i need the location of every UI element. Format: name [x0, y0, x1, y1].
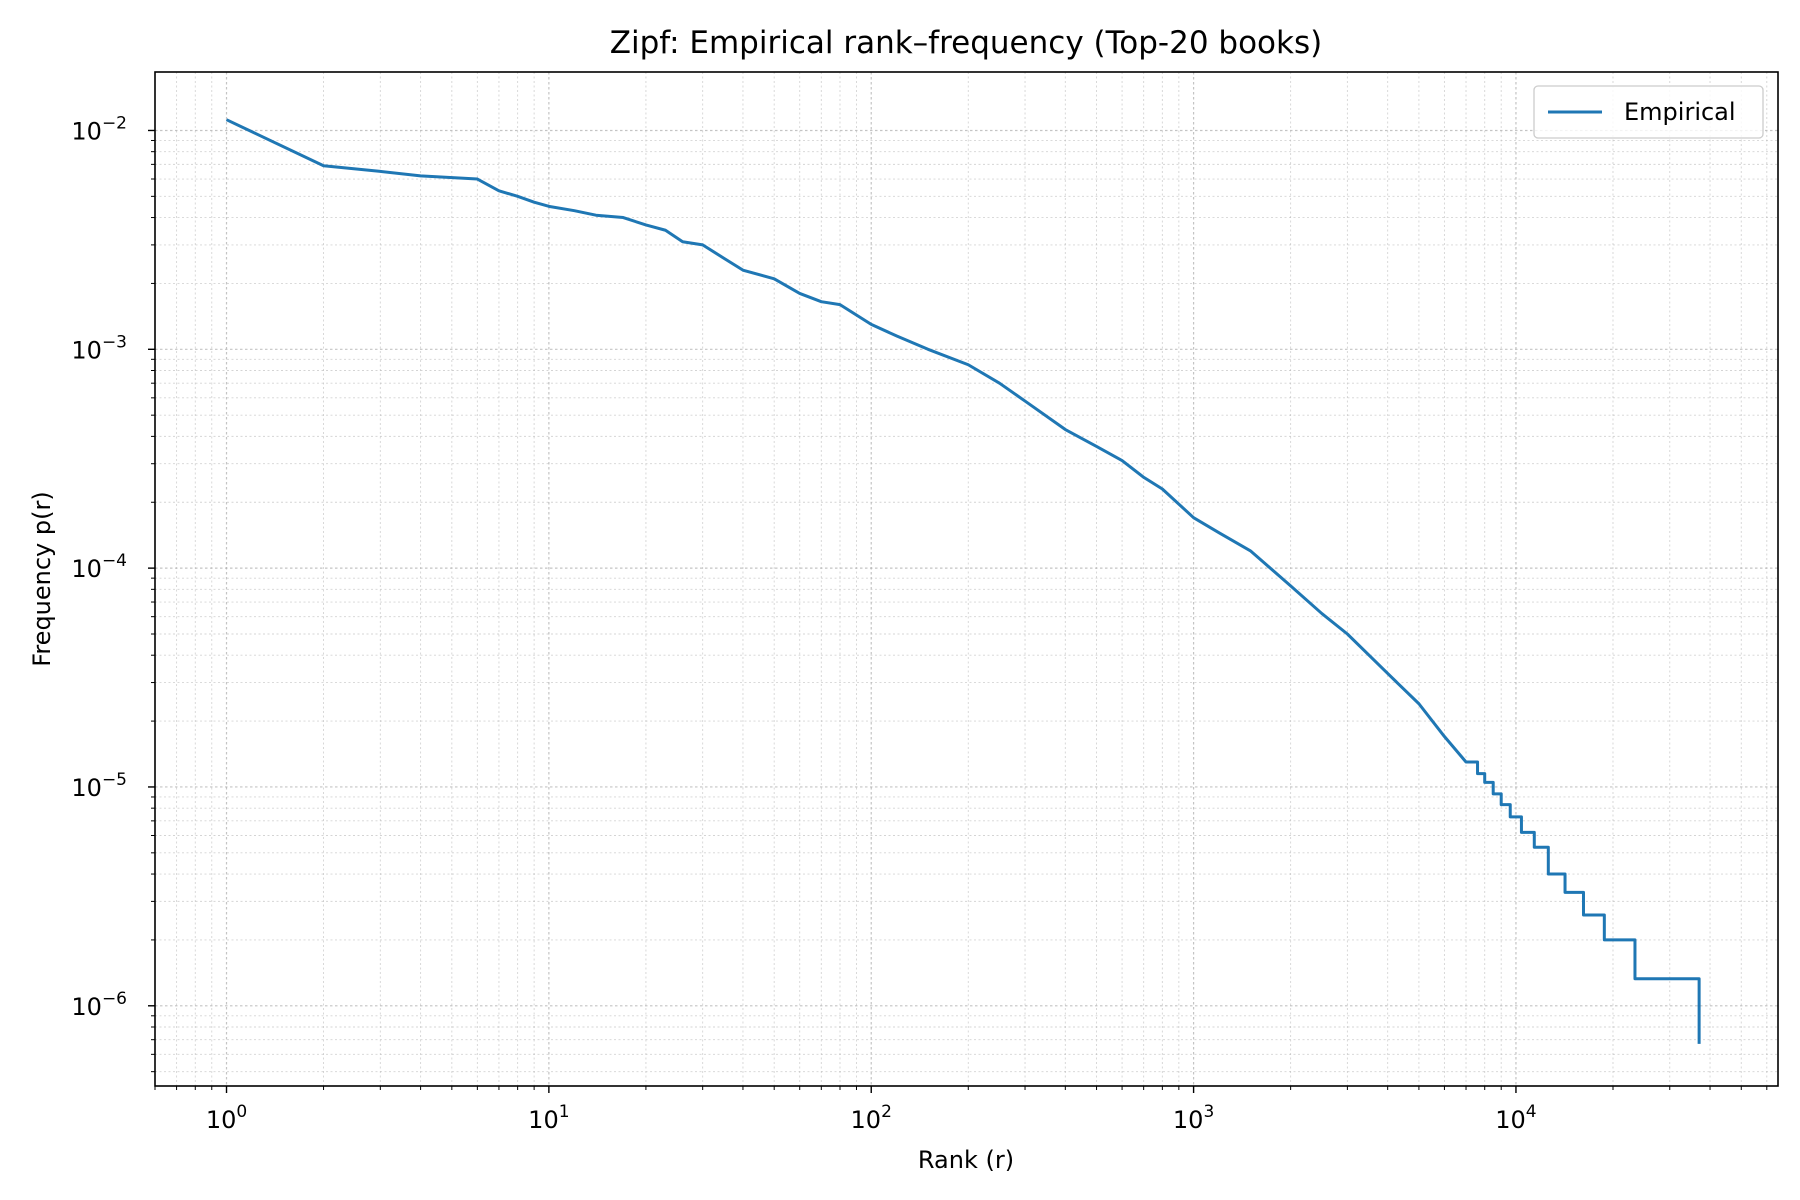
x-tick-label: 103	[1173, 1102, 1214, 1134]
minor-grid	[154, 72, 1778, 1086]
chart-title: Zipf: Empirical rank–frequency (Top-20 b…	[610, 25, 1322, 61]
plot-area-background	[155, 72, 1778, 1086]
series-layer	[225, 118, 1701, 1044]
legend-box	[1533, 85, 1764, 139]
y-axis-label: Frequency p(r)	[28, 491, 56, 666]
major-grid	[155, 72, 1778, 1086]
series-line-empirical	[225, 118, 1701, 1044]
x-axis-label: Rank (r)	[918, 1146, 1014, 1174]
y-tick-label: 10−4	[71, 551, 127, 583]
plot-frame	[154, 71, 1779, 1087]
legend: Empirical	[1533, 85, 1764, 139]
legend-label-empirical: Empirical	[1624, 98, 1736, 126]
